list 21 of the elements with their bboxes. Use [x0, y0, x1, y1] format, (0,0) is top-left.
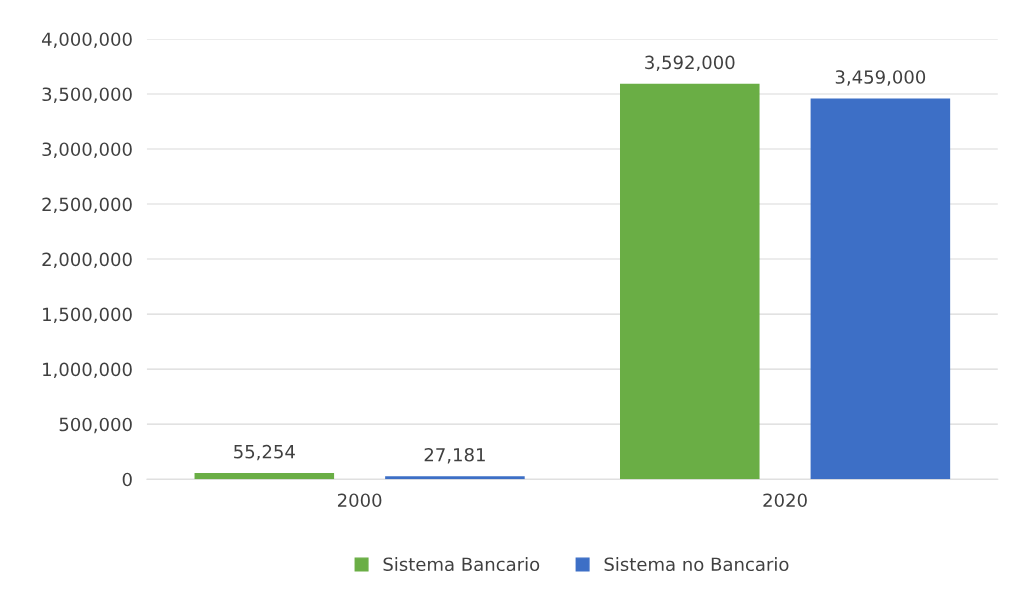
bar — [385, 476, 525, 480]
bar — [194, 473, 335, 480]
data-label: 27,181 — [424, 447, 485, 464]
y-tick-label: 1,000,000 — [43, 362, 132, 379]
y-tick-label: 3,500,000 — [42, 87, 132, 103]
y-tick-label: 0 — [122, 472, 132, 487]
y-tick-label: 4,000,000 — [41, 32, 132, 48]
x-tick-label: 2000 — [337, 493, 382, 508]
legend-label: Sistema no Bancario — [604, 557, 789, 572]
data-label: 3,592,000 — [645, 55, 735, 72]
y-tick-label: 2,500,000 — [42, 197, 132, 213]
y-tick-label: 500,000 — [59, 417, 132, 434]
y-tick-label: 3,000,000 — [42, 142, 132, 158]
legend-label: Sistema Bancario — [383, 557, 540, 572]
y-tick-label: 1,500,000 — [43, 307, 132, 324]
bar — [620, 83, 760, 480]
bar — [810, 98, 951, 480]
data-label: 55,254 — [234, 444, 295, 461]
x-tick-label: 2020 — [763, 493, 807, 508]
data-label: 3,459,000 — [835, 70, 926, 86]
y-tick-label: 2,000,000 — [42, 252, 132, 269]
